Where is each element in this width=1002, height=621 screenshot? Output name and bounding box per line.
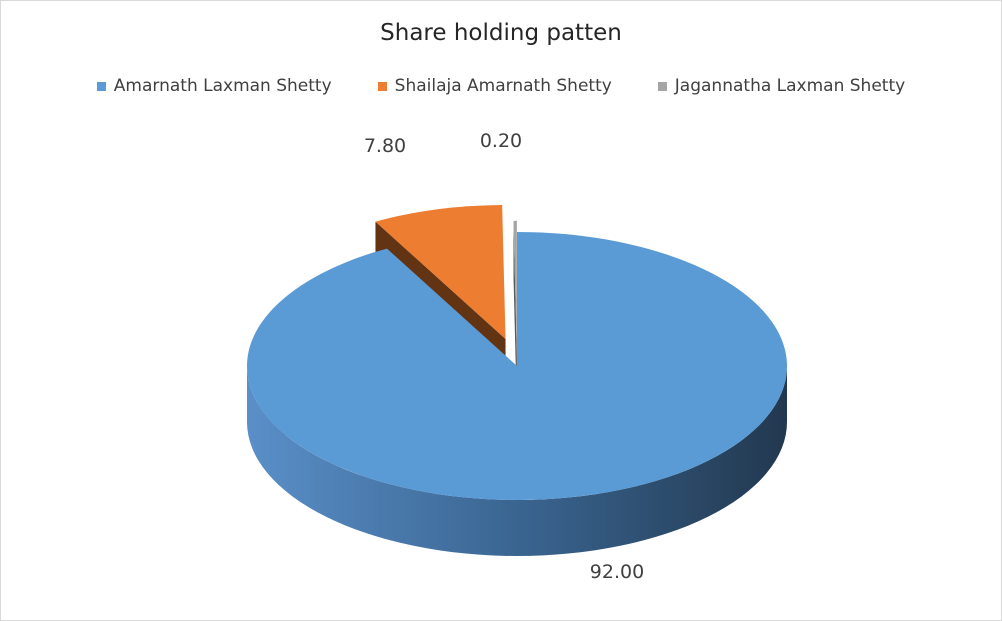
legend-swatch-jagannatha bbox=[657, 81, 667, 91]
pie-slice-amarnath bbox=[246, 232, 788, 556]
pie-top-jagannatha bbox=[513, 220, 517, 355]
pie-top-amarnath bbox=[246, 232, 788, 500]
data-label-amarnath: 92.00 bbox=[590, 561, 644, 583]
legend-label-shailaja: Shailaja Amarnath Shetty bbox=[394, 76, 612, 96]
data-label-shailaja: 7.80 bbox=[364, 135, 406, 157]
pie-top-shailaja bbox=[375, 205, 506, 340]
pie-slice-jagannatha bbox=[513, 220, 517, 411]
legend-label-amarnath: Amarnath Laxman Shetty bbox=[113, 76, 332, 96]
legend-swatch-amarnath bbox=[96, 81, 106, 91]
legend-item-jagannatha: Jagannatha Laxman Shetty bbox=[657, 76, 906, 96]
data-label-jagannatha: 0.20 bbox=[480, 130, 522, 152]
pie-side-jagannatha bbox=[513, 220, 517, 411]
legend-swatch-shailaja bbox=[377, 81, 387, 91]
legend-label-jagannatha: Jagannatha Laxman Shetty bbox=[674, 76, 906, 96]
legend: Amarnath Laxman Shetty Shailaja Amarnath… bbox=[0, 76, 1002, 96]
chart-title: Share holding patten bbox=[380, 20, 622, 46]
legend-item-amarnath: Amarnath Laxman Shetty bbox=[96, 76, 332, 96]
pie-side-amarnath bbox=[247, 366, 787, 556]
legend-item-shailaja: Shailaja Amarnath Shetty bbox=[377, 76, 612, 96]
